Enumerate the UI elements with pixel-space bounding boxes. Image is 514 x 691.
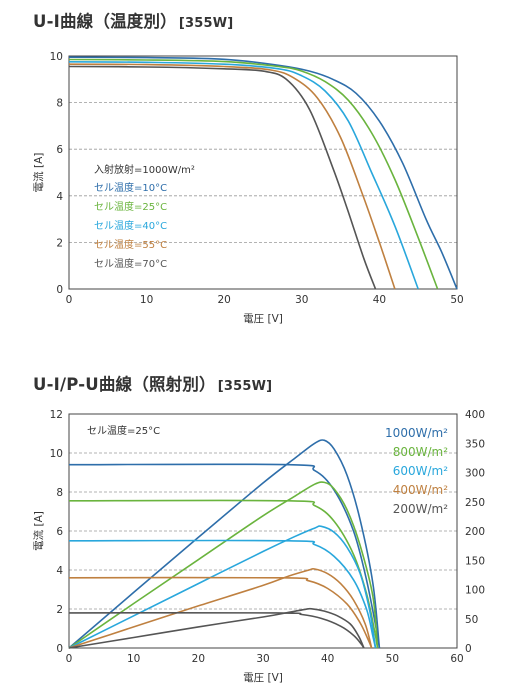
chart1-x-tick-label: 50 xyxy=(450,294,463,306)
chart2-y2-tick-label: 50 xyxy=(465,614,478,626)
chart2-y-tick-label: 4 xyxy=(56,565,63,577)
chart1-series-line xyxy=(68,65,377,290)
chart1-title-main: U-I曲線（温度別） xyxy=(33,12,177,31)
chart2-x-tick-label: 50 xyxy=(386,653,399,665)
chart2-x-axis-label: 電圧 [V] xyxy=(243,672,283,684)
chart1-plot-frame xyxy=(68,55,458,290)
chart2-power-line xyxy=(68,607,365,649)
chart2-x-tick-label: 60 xyxy=(450,653,463,665)
chart2-y-tick-label: 6 xyxy=(56,526,63,538)
chart1-y-tick-label: 8 xyxy=(56,98,63,110)
chart2-current-line xyxy=(68,576,373,649)
chart1-x-tick-label: 20 xyxy=(218,294,231,306)
chart2-y-tick-label: 12 xyxy=(50,409,63,421)
chart2-y2-tick-label: 350 xyxy=(465,438,485,450)
chart2-plot-frame xyxy=(68,413,458,649)
chart2-y-tick-label: 0 xyxy=(56,643,63,655)
chart2-power-line xyxy=(68,481,379,649)
chart1-title-unit: [355W] xyxy=(178,16,234,31)
chart2-current-line xyxy=(68,499,379,649)
chart1-x-tick-label: 10 xyxy=(140,294,153,306)
chart2-x-tick-label: 40 xyxy=(321,653,334,665)
chart1-series-line xyxy=(68,58,439,290)
chart2-legend-entry: 1000W/m² xyxy=(385,426,448,440)
chart1-y-tick-label: 0 xyxy=(56,284,63,296)
chart2: 0 2 4 6 8 10 12 0 50 100 150 200 250 300 350 400 0 10 20 30… xyxy=(32,409,485,684)
chart1-y-tick-label: 4 xyxy=(56,191,63,203)
chart2-y2-tick-label: 100 xyxy=(465,585,485,597)
chart1: 0 2 4 6 8 10 0 10 20 30 40 50 電圧 [V] 電流 [A] 入射放射=1000W… xyxy=(32,51,464,325)
chart2-y2-tick-label: 200 xyxy=(465,526,485,538)
chart1-y-axis-label: 電流 [A] xyxy=(32,153,45,193)
chart2-current-line xyxy=(68,539,377,649)
chart2-y2-tick-label: 400 xyxy=(465,409,485,421)
chart2-current-line xyxy=(68,611,365,649)
chart2-x-tick-label: 20 xyxy=(192,653,205,665)
chart1-x-tick-label: 0 xyxy=(66,294,73,306)
chart2-legend-entry: 200W/m² xyxy=(393,502,449,516)
chart2-x-tick-label: 30 xyxy=(256,653,269,665)
chart1-legend-entry: セル温度=70°C xyxy=(94,257,167,270)
chart1-y-tick-label: 10 xyxy=(50,51,63,63)
chart1-y-tick-label: 2 xyxy=(56,237,63,249)
chart1-legend-entry: セル温度=25°C xyxy=(94,200,167,213)
chart1-legend-entry: セル温度=10°C xyxy=(94,181,167,194)
chart2-y-axis-label: 電流 [A] xyxy=(32,511,45,551)
chart1-series-line xyxy=(68,63,396,290)
chart1-x-tick-label: 40 xyxy=(373,294,386,306)
chart2-y-tick-label: 10 xyxy=(50,448,63,460)
chart2-x-tick-label: 0 xyxy=(66,653,73,665)
chart2-title-main: U-I/P-U曲線（照射別） xyxy=(33,375,216,394)
chart2-annotation: セル温度=25°C xyxy=(87,424,160,437)
chart2-y-tick-label: 2 xyxy=(56,604,63,616)
chart2-x-tick-label: 10 xyxy=(127,653,140,665)
chart1-legend-entry: セル温度=55°C xyxy=(94,238,167,251)
chart1-legend-entry: セル温度=40°C xyxy=(94,219,167,232)
chart1-x-axis-label: 電圧 [V] xyxy=(243,313,283,325)
chart1-y-tick-label: 6 xyxy=(56,144,63,156)
chart2-y2-tick-label: 150 xyxy=(465,555,485,567)
chart1-series-line xyxy=(68,56,458,290)
chart2-y2-tick-label: 0 xyxy=(465,643,472,655)
chart2-power-line xyxy=(68,567,373,649)
chart1-legend-header: 入射放射=1000W/m² xyxy=(94,163,195,176)
chart2-power-line xyxy=(68,439,381,649)
chart2-legend-entry: 800W/m² xyxy=(393,445,449,459)
chart2-y2-tick-label: 250 xyxy=(465,497,485,509)
chart2-y2-tick-label: 300 xyxy=(465,468,485,480)
chart2-title-unit: [355W] xyxy=(217,379,273,394)
chart2-legend-entry: 600W/m² xyxy=(393,464,449,478)
chart1-title: U-I曲線（温度別） [355W] xyxy=(33,8,233,32)
chart1-series-line xyxy=(68,61,419,290)
chart1-x-tick-label: 30 xyxy=(295,294,308,306)
chart2-y-tick-label: 8 xyxy=(56,487,63,499)
chart2-title: U-I/P-U曲線（照射別） [355W] xyxy=(33,371,272,395)
chart2-legend-entry: 400W/m² xyxy=(393,483,449,497)
chart2-power-line xyxy=(68,525,377,649)
